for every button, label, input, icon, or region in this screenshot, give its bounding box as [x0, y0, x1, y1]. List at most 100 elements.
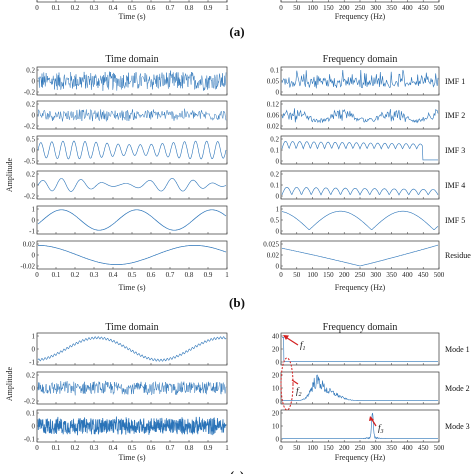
panel-b-time-5-ytick-label: -0.02 — [20, 263, 35, 271]
panel-b-freq-3-ytick-label: 0.1 — [270, 182, 279, 190]
panel-c-label: (c) — [230, 468, 244, 474]
panel-c-time-1-ytick-label: -0.2 — [24, 398, 36, 406]
panel-c-freq-2-ytick-label: 20 — [272, 410, 280, 418]
panel-c-time-2-xtick-label: 0.3 — [90, 444, 99, 452]
panel-c-row-label: Mode 3 — [445, 422, 470, 431]
panel-c-time-2-xtick-label: 0.7 — [166, 444, 175, 452]
panel-c-time-0-ytick-label: 0 — [32, 346, 36, 354]
panel-b-imf5-spectrum — [281, 210, 439, 231]
panel-c-f2-ellipse — [280, 357, 294, 411]
panel-c-freq-2-xtick-label: 50 — [293, 444, 301, 452]
panel-b-time-3-ytick-label: 0 — [32, 182, 36, 190]
panel-b-row-label: IMF 2 — [445, 111, 465, 120]
panel-b-time-0-ytick-label: 0 — [32, 78, 36, 86]
panel-b-time-0-ytick-label: 0.2 — [26, 67, 35, 75]
panel-c-mode1-time — [37, 336, 227, 362]
panel-c-time-2-xtick-label: 0 — [35, 444, 39, 452]
panel-b-freq-5-xtick-label: 100 — [307, 271, 318, 279]
panel-b-time-5-xtick-label: 0.6 — [147, 271, 156, 279]
panel-c-time-1-ytick-label: 0 — [32, 385, 36, 393]
panel-b-freq-1-ytick-label: 0.02 — [267, 123, 280, 131]
panel-a-freq-xtick-label: 100 — [307, 4, 318, 12]
panel-b-time-3-ytick-label: -0.2 — [24, 193, 36, 201]
panel-c-freq-2-xtick-label: 300 — [371, 444, 382, 452]
panel-b-imf1-time — [37, 70, 227, 91]
panel-b-freq-5-xtick-label: 200 — [339, 271, 350, 279]
panel-c-time-0-axes — [36, 332, 228, 366]
panel-b-time-2-ytick-label: -0.5 — [24, 158, 36, 166]
panel-b-time-5-xtick-label: 0.2 — [71, 271, 80, 279]
panel-b-freq-5-xtick-label: 0 — [279, 271, 283, 279]
panel-c-row-label: Mode 1 — [445, 345, 470, 354]
panel-b-freq-4-ytick-label: 0 — [276, 228, 280, 236]
panel-c-freq-2-ytick-label: 10 — [272, 423, 280, 431]
panel-b-imf2-time — [37, 108, 227, 122]
panel-c-f2-label: f2 — [296, 386, 302, 398]
panel-b-time-1-ytick-label: 0 — [32, 112, 36, 120]
panel-c-freq-2-axes — [280, 409, 440, 443]
panel-b-freq-0-ytick-label: 0 — [276, 89, 280, 97]
panel-b-freq-4-ytick-label: 0.5 — [270, 217, 279, 225]
panel-a-time-xtick-label: 0 — [35, 4, 39, 12]
panel-b-freq-2-ytick-label: 0.2 — [270, 136, 279, 144]
panel-b-time-3-ytick-label: 0.2 — [26, 171, 35, 179]
panel-b-time-5-xtick-label: 0.5 — [128, 271, 137, 279]
panel-b-freq-4-axes — [280, 205, 440, 235]
panel-a-freq-xtick-label: 150 — [323, 4, 334, 12]
panel-a-time-xtick-label: 0.1 — [52, 4, 61, 12]
panel-b-row-label: Residue — [445, 251, 471, 260]
panel-a-freq-xtick-label: 400 — [402, 4, 413, 12]
panel-c-freq-2-xtick-label: 400 — [402, 444, 413, 452]
panel-a-freq-xtick-label: 0 — [279, 4, 283, 12]
panel-a-freq-xtick-label: 50 — [293, 4, 301, 12]
panel-a-time-xtick-label: 0.2 — [71, 4, 80, 12]
panel-c-time-2-xtick-label: 1 — [225, 444, 229, 452]
panel-c-freq-2-xtick-label: 450 — [418, 444, 429, 452]
panel-c-xlabel-time: Time (s) — [118, 453, 145, 462]
panel-c-mode2-spectrum — [282, 374, 438, 402]
panel-a-time-xtick-label: 0.9 — [204, 4, 213, 12]
panel-c-time-2-xtick-label: 0.2 — [71, 444, 80, 452]
panel-b-row-label: IMF 3 — [445, 146, 465, 155]
panel-b-freq-1-ytick-label: 0.12 — [267, 101, 280, 109]
panel-c-time-2-ytick-label: -0.1 — [24, 436, 36, 444]
panel-c-freq-1-ytick-label: 20 — [272, 372, 280, 380]
panel-b-freq-2-ytick-label: 0.1 — [270, 147, 279, 155]
panel-b-imf5-time — [37, 209, 227, 231]
panel-b-imf3-spectrum — [281, 140, 438, 161]
panel-b-time-5-xtick-label: 0.4 — [109, 271, 118, 279]
panel-a-freq-xtick-label: 300 — [371, 4, 382, 12]
panel-b-freq-0-ytick-label: 0.05 — [267, 78, 280, 86]
panel-c-time-2-xtick-label: 0.8 — [185, 444, 194, 452]
panel-c-f2-arrow — [291, 379, 299, 385]
panel-b-time-4-ytick-label: 0 — [32, 217, 36, 225]
panel-c-time-2-xtick-label: 0.4 — [109, 444, 118, 452]
panel-a-time-xtick-label: 0.8 — [185, 4, 194, 12]
panel-a-freq-xtick-label: 200 — [339, 4, 350, 12]
panel-c-mode3-spectrum — [282, 412, 438, 440]
panel-c-freq-0-ytick-label: 20 — [272, 346, 280, 354]
panel-b-time-5-xtick-label: 1 — [225, 271, 229, 279]
panel-c-freq-2-xtick-label: 250 — [355, 444, 366, 452]
panel-c-time-2-ytick-label: 0.1 — [26, 410, 35, 418]
panel-b-freq-5-xtick-label: 500 — [434, 271, 445, 279]
panel-b-freq-5-xtick-label: 450 — [418, 271, 429, 279]
panel-b-freq-0-ytick-label: 0.1 — [270, 67, 279, 75]
panel-b-freq-5-ytick-label: 0.02 — [267, 252, 280, 260]
panel-b-residue-time — [38, 245, 227, 265]
panel-b-imf3-time — [37, 140, 227, 160]
panel-b-freq-1-ytick-label: 0.06 — [267, 112, 280, 120]
panel-c-mode2-time — [37, 380, 227, 396]
panel-c-title-time: Time domain — [105, 322, 158, 333]
panel-c-freq-0-ytick-label: 40 — [272, 333, 280, 341]
panel-b-time-1-ytick-label: -0.2 — [24, 123, 36, 131]
panel-b-freq-5-xtick-label: 350 — [386, 271, 397, 279]
panel-b-freq-3-ytick-label: 0 — [276, 193, 280, 201]
panel-b-row-label: IMF 5 — [445, 216, 465, 225]
panel-b-time-5-xtick-label: 0.9 — [204, 271, 213, 279]
panel-b-freq-5-xtick-label: 150 — [323, 271, 334, 279]
panel-b-time-5-xtick-label: 0.7 — [166, 271, 175, 279]
panel-b-label: (b) — [229, 295, 245, 310]
panel-b-imf2-spectrum — [281, 108, 439, 124]
panel-c-time-2-xtick-label: 0.5 — [128, 444, 137, 452]
